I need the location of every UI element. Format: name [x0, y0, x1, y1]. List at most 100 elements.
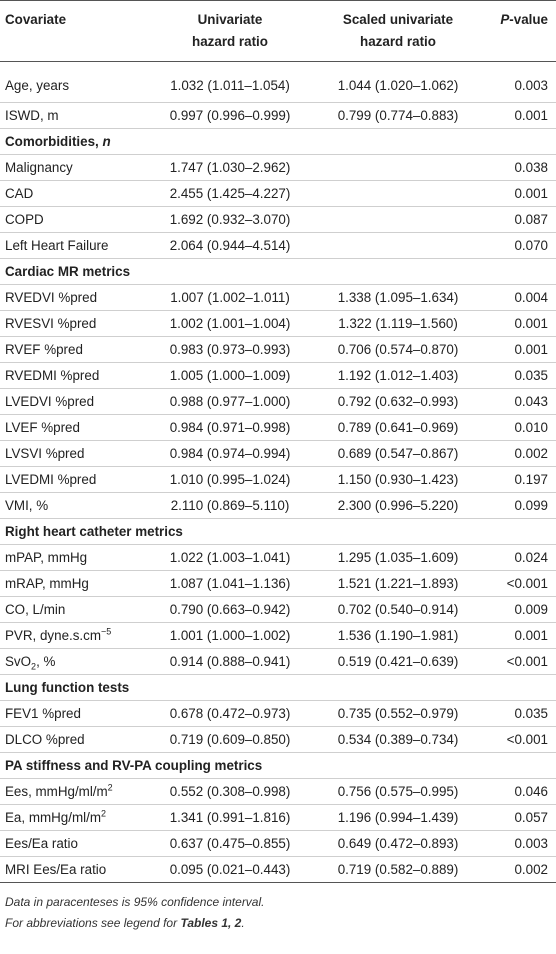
- cell-p-value: 0.009: [484, 596, 556, 623]
- table-row: ISWD, m 0.997 (0.996–0.999) 0.799 (0.774–0…: [0, 102, 556, 129]
- cell-covariate: Age, years: [0, 61, 148, 103]
- header-univariate-line1: Univariate: [197, 12, 263, 27]
- section-title-italic: n: [102, 134, 111, 149]
- hazard-ratio-table: Covariate Univariate hazard ratio Scaled…: [0, 0, 556, 883]
- cell-univariate-hr: 0.552 (0.308–0.998): [148, 778, 312, 805]
- header-row: Covariate Univariate hazard ratio Scaled…: [0, 0, 556, 62]
- table-row: COPD 1.692 (0.932–3.070) 0.087: [0, 206, 556, 233]
- cell-p-value: 0.024: [484, 544, 556, 571]
- cell-univariate-hr: 2.110 (0.869–5.110): [148, 492, 312, 519]
- table-row: Malignancy 1.747 (1.030–2.962) 0.038: [0, 154, 556, 181]
- covariate-text: RVESVI %pred: [5, 316, 97, 331]
- covariate-text: Malignancy: [5, 160, 73, 175]
- cell-scaled-hr: [312, 232, 484, 259]
- header-univariate: Univariate hazard ratio: [148, 0, 312, 62]
- cell-p-value: 0.002: [484, 440, 556, 467]
- cell-covariate: DLCO %pred: [0, 726, 148, 753]
- table-row: RVEF %pred 0.983 (0.973–0.993) 0.706 (0.57…: [0, 336, 556, 363]
- section-header-row: Comorbidities, n: [0, 128, 556, 155]
- cell-p-value: 0.099: [484, 492, 556, 519]
- section-title-text: PA stiffness and RV-PA coupling metrics: [5, 758, 263, 773]
- section-header-row: Lung function tests: [0, 674, 556, 701]
- cell-covariate: LVEDVI %pred: [0, 388, 148, 415]
- cell-p-value: 0.197: [484, 466, 556, 493]
- cell-univariate-hr: 2.455 (1.425–4.227): [148, 180, 312, 207]
- cell-covariate: RVEF %pred: [0, 336, 148, 363]
- footnote-abbrev-prefix: For abbreviations see legend for: [5, 916, 181, 930]
- cell-univariate-hr: 0.984 (0.974–0.994): [148, 440, 312, 467]
- covariate-superscript: 2: [107, 782, 113, 793]
- table-row: mRAP, mmHg 1.087 (1.041–1.136) 1.521 (1.22…: [0, 570, 556, 597]
- cell-scaled-hr: [312, 180, 484, 207]
- header-pvalue-rest: -value: [509, 12, 548, 27]
- section-title-text: Cardiac MR metrics: [5, 264, 131, 279]
- cell-p-value: 0.046: [484, 778, 556, 805]
- cell-univariate-hr: 0.095 (0.021–0.443): [148, 856, 312, 883]
- covariate-tail: , %: [36, 654, 56, 669]
- cell-scaled-hr: 1.536 (1.190–1.981): [312, 622, 484, 649]
- cell-univariate-hr: 0.719 (0.609–0.850): [148, 726, 312, 753]
- covariate-text: LVEDMI %pred: [5, 472, 97, 487]
- cell-p-value: 0.001: [484, 622, 556, 649]
- table-row: Left Heart Failure 2.064 (0.944–4.514) 0.0…: [0, 232, 556, 259]
- cell-p-value: 0.003: [484, 830, 556, 857]
- cell-scaled-hr: 0.735 (0.552–0.979): [312, 700, 484, 727]
- table-row: SvO2, % 0.914 (0.888–0.941) 0.519 (0.421–0…: [0, 648, 556, 675]
- covariate-subscript: 2: [31, 661, 37, 672]
- cell-covariate: SvO2, %: [0, 648, 148, 675]
- cell-p-value: 0.057: [484, 804, 556, 831]
- cell-covariate: mPAP, mmHg: [0, 544, 148, 571]
- cell-scaled-hr: 2.300 (0.996–5.220): [312, 492, 484, 519]
- cell-univariate-hr: 0.914 (0.888–0.941): [148, 648, 312, 675]
- cell-univariate-hr: 1.010 (0.995–1.024): [148, 466, 312, 493]
- cell-scaled-hr: 0.799 (0.774–0.883): [312, 102, 484, 129]
- cell-covariate: PVR, dyne.s.cm−5: [0, 622, 148, 649]
- covariate-superscript: −5: [101, 626, 112, 637]
- table-container: Covariate Univariate hazard ratio Scaled…: [0, 0, 556, 930]
- cell-covariate: mRAP, mmHg: [0, 570, 148, 597]
- covariate-text: FEV1 %pred: [5, 706, 81, 721]
- cell-covariate: Ees, mmHg/ml/m2: [0, 778, 148, 805]
- cell-scaled-hr: 0.689 (0.547–0.867): [312, 440, 484, 467]
- table-row: LVEDMI %pred 1.010 (0.995–1.024) 1.150 (0.…: [0, 466, 556, 493]
- header-covariate: Covariate: [0, 0, 148, 62]
- table-row: Ea, mmHg/ml/m2 1.341 (0.991–1.816) 1.196 (…: [0, 804, 556, 831]
- footnote-tables-ref: Tables 1, 2: [180, 916, 242, 930]
- cell-covariate: LVEDMI %pred: [0, 466, 148, 493]
- cell-univariate-hr: 1.087 (1.041–1.136): [148, 570, 312, 597]
- cell-covariate: ISWD, m: [0, 102, 148, 129]
- table-row: Ees, mmHg/ml/m2 0.552 (0.308–0.998) 0.756 …: [0, 778, 556, 805]
- section-header-row: PA stiffness and RV-PA coupling metrics: [0, 752, 556, 779]
- cell-covariate: RVEDVI %pred: [0, 284, 148, 311]
- cell-p-value: <0.001: [484, 648, 556, 675]
- cell-p-value: 0.087: [484, 206, 556, 233]
- table-row: RVEDVI %pred 1.007 (1.002–1.011) 1.338 (1.…: [0, 284, 556, 311]
- cell-univariate-hr: 0.988 (0.977–1.000): [148, 388, 312, 415]
- cell-univariate-hr: 0.637 (0.475–0.855): [148, 830, 312, 857]
- cell-univariate-hr: 0.678 (0.472–0.973): [148, 700, 312, 727]
- cell-p-value: 0.070: [484, 232, 556, 259]
- covariate-text: Ea, mmHg/ml/m: [5, 810, 101, 825]
- table-row: PVR, dyne.s.cm−5 1.001 (1.000–1.002) 1.536…: [0, 622, 556, 649]
- section-header-row: Right heart catheter metrics: [0, 518, 556, 545]
- cell-univariate-hr: 1.692 (0.932–3.070): [148, 206, 312, 233]
- cell-univariate-hr: 0.984 (0.971–0.998): [148, 414, 312, 441]
- covariate-text: COPD: [5, 212, 44, 227]
- cell-scaled-hr: 0.719 (0.582–0.889): [312, 856, 484, 883]
- covariate-text: Ees, mmHg/ml/m: [5, 784, 108, 799]
- cell-scaled-hr: 1.338 (1.095–1.634): [312, 284, 484, 311]
- cell-scaled-hr: 1.044 (1.020–1.062): [312, 61, 484, 103]
- covariate-text: CAD: [5, 186, 34, 201]
- cell-p-value: 0.035: [484, 362, 556, 389]
- header-scaled-line2: hazard ratio: [360, 34, 436, 49]
- covariate-text: DLCO %pred: [5, 732, 85, 747]
- cell-scaled-hr: 1.295 (1.035–1.609): [312, 544, 484, 571]
- cell-p-value: 0.001: [484, 310, 556, 337]
- section-title-text: Lung function tests: [5, 680, 130, 695]
- covariate-text: ISWD, m: [5, 108, 59, 123]
- cell-univariate-hr: 1.022 (1.003–1.041): [148, 544, 312, 571]
- cell-scaled-hr: 1.150 (0.930–1.423): [312, 466, 484, 493]
- cell-univariate-hr: 0.997 (0.996–0.999): [148, 102, 312, 129]
- cell-p-value: 0.010: [484, 414, 556, 441]
- cell-p-value: 0.043: [484, 388, 556, 415]
